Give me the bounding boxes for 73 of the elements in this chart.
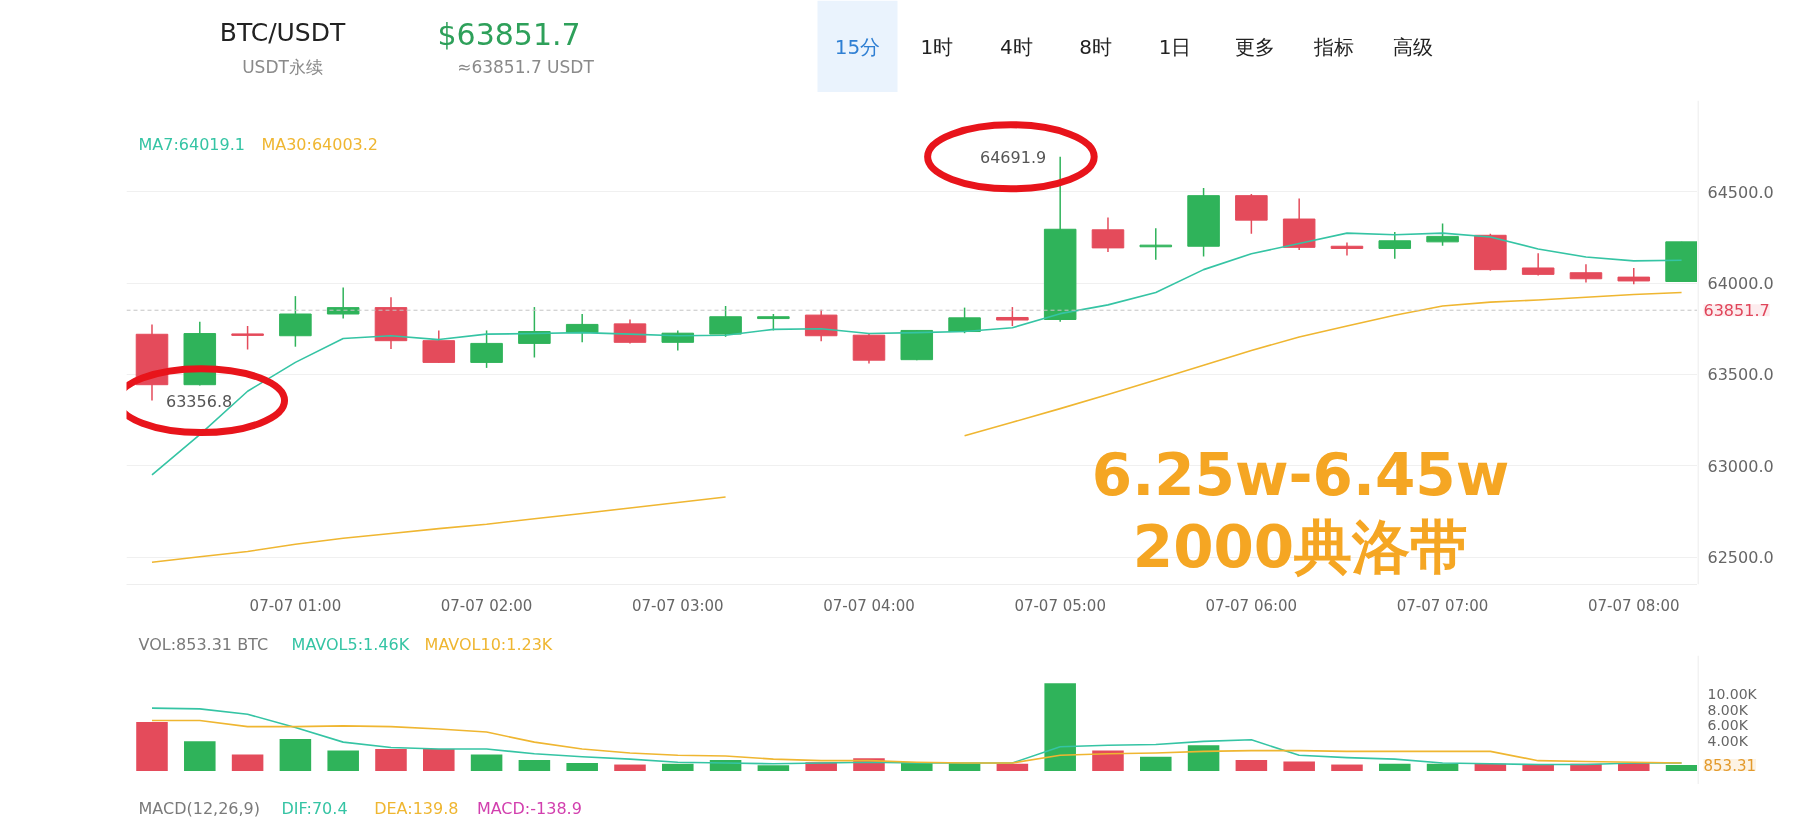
bar bbox=[1426, 763, 1459, 771]
text: 指标 bbox=[1312, 34, 1354, 59]
bar bbox=[1235, 759, 1268, 771]
text: 15分 bbox=[834, 34, 881, 59]
annotation: 853.31 bbox=[1703, 756, 1756, 775]
bar bbox=[518, 759, 551, 771]
x-tick-label: 07-07 03:00 bbox=[631, 596, 724, 615]
y-tick-label: 63500.0 bbox=[1707, 365, 1774, 385]
text: USDT永续 bbox=[242, 56, 323, 77]
bar bbox=[375, 749, 407, 771]
x-tick-label: 07-07 01:00 bbox=[249, 596, 342, 615]
text: 1时 bbox=[920, 34, 954, 59]
bar bbox=[136, 722, 168, 771]
bar bbox=[757, 765, 790, 771]
text: DIF:70.4 bbox=[281, 799, 348, 818]
y-tick-label: 64500.0 bbox=[1707, 182, 1774, 202]
bar bbox=[614, 764, 646, 771]
bar bbox=[327, 750, 359, 771]
bar bbox=[470, 754, 503, 771]
y-tick-label: 4.00K bbox=[1707, 732, 1749, 749]
ref-line-label: 63851.7 bbox=[1703, 301, 1770, 321]
candlestick bbox=[1330, 241, 1364, 257]
x-tick-label: 07-07 04:00 bbox=[823, 596, 915, 615]
bar bbox=[1187, 745, 1220, 771]
text: ≈63851.7 USDT bbox=[457, 56, 595, 77]
x-tick-label: 07-07 02:00 bbox=[440, 596, 533, 615]
text: MACD(12,26,9) bbox=[138, 799, 261, 818]
bar bbox=[1522, 764, 1554, 771]
bar bbox=[1665, 764, 1697, 771]
bar bbox=[1331, 764, 1363, 771]
bar bbox=[662, 763, 694, 771]
text: 1日 bbox=[1158, 34, 1192, 59]
text: MAVOL5:1.46K bbox=[291, 635, 410, 654]
text: 8时 bbox=[1079, 34, 1113, 59]
text: MACD:-138.9 bbox=[476, 799, 582, 818]
text: 更多 bbox=[1234, 34, 1275, 59]
y-tick-label: 10.00K bbox=[1707, 686, 1758, 703]
x-tick-label: 07-07 06:00 bbox=[1205, 596, 1298, 615]
y-tick-label: 6.00K bbox=[1707, 717, 1749, 734]
bar bbox=[996, 763, 1029, 771]
annotation: 2000典洛带 bbox=[1132, 512, 1469, 581]
y-tick-label: 8.00K bbox=[1707, 701, 1749, 718]
bar bbox=[1044, 683, 1076, 771]
y-tick-label: 62500.0 bbox=[1707, 548, 1774, 568]
bar bbox=[1140, 756, 1172, 771]
y-tick-label: 64000.0 bbox=[1707, 274, 1774, 294]
annotation: 64691.9 bbox=[980, 147, 1047, 167]
candlestick bbox=[996, 306, 1029, 327]
bar bbox=[279, 739, 312, 771]
y-tick-label: 63000.0 bbox=[1707, 456, 1774, 476]
chart-title: VOL:853.31 BTC bbox=[138, 635, 269, 654]
text: BTC/USDT bbox=[219, 18, 346, 47]
bar bbox=[566, 762, 598, 771]
annotation: 63356.8 bbox=[165, 391, 233, 411]
x-tick-label: 07-07 05:00 bbox=[1014, 596, 1106, 615]
bar bbox=[1379, 763, 1411, 771]
bar bbox=[423, 749, 455, 771]
bar bbox=[1283, 761, 1315, 771]
bar bbox=[184, 741, 216, 771]
text: MA7:64019.1 bbox=[138, 135, 245, 154]
text: DEA:139.8 bbox=[374, 799, 459, 818]
x-tick-label: 07-07 08:00 bbox=[1587, 596, 1680, 615]
text: MA30:64003.2 bbox=[261, 135, 379, 154]
text: 高级 bbox=[1393, 34, 1434, 59]
bar bbox=[1092, 750, 1124, 771]
line-series bbox=[151, 719, 1683, 764]
bar bbox=[231, 754, 264, 771]
candlestick bbox=[231, 325, 264, 351]
annotation: 6.25w-6.45w bbox=[1091, 440, 1510, 509]
text: MAVOL10:1.23K bbox=[424, 635, 553, 654]
text: 4时 bbox=[999, 34, 1033, 59]
x-tick-label: 07-07 07:00 bbox=[1396, 596, 1489, 615]
text: $63851.7 bbox=[437, 17, 581, 52]
